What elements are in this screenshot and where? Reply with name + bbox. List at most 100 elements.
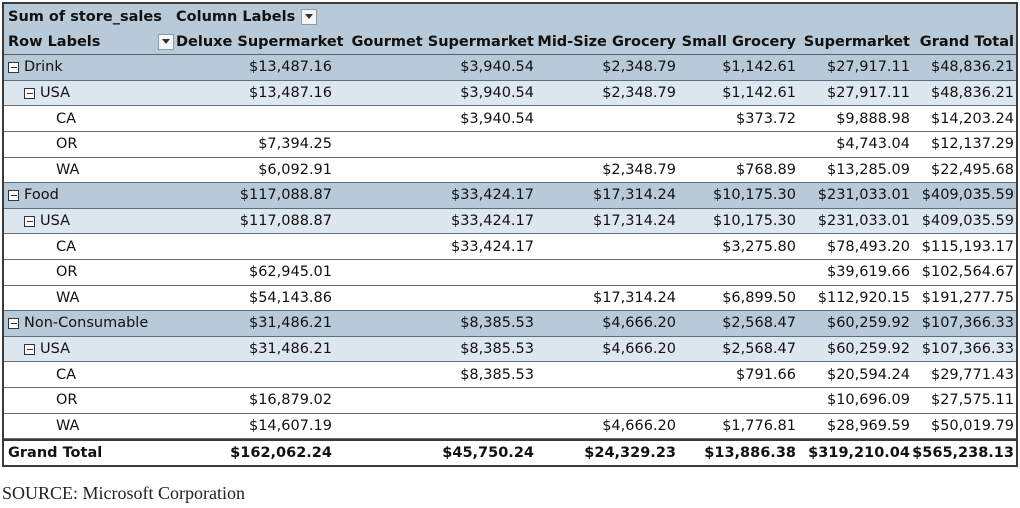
value-cell <box>678 260 796 285</box>
value-cell: $13,487.16 <box>248 85 332 102</box>
value-cell: $17,314.24 <box>592 213 676 230</box>
value-cell: $8,385.53 <box>460 366 534 383</box>
grand-total-cell: $24,329.23 <box>584 445 676 462</box>
pivot-row: WA $14,607.19 $4,666.20 $1,776.81 $28,969.59… <box>4 413 1016 440</box>
value-cell: $6,899.50 <box>722 289 796 306</box>
value-cell: $6,092.91 <box>258 161 332 178</box>
collapse-icon[interactable] <box>8 61 19 73</box>
value-cell: $33,424.17 <box>450 187 534 204</box>
pivot-row: OR $7,394.25 $4,743.04 $12,137.29 <box>4 131 1016 158</box>
row-label: OR <box>8 132 178 157</box>
pivot-row: WA $54,143.86 $17,314.24 $6,899.50 $112,920.… <box>4 285 1016 312</box>
value-cell: $12,137.29 <box>930 136 1014 153</box>
value-cell <box>176 362 332 387</box>
row-label[interactable]: USA <box>8 81 178 106</box>
value-cell <box>334 388 534 413</box>
value-cell: $33,424.17 <box>450 213 534 230</box>
row-label-text: OR <box>56 136 78 153</box>
value-cell: $3,940.54 <box>460 110 534 127</box>
value-cell <box>176 106 332 131</box>
collapse-icon[interactable] <box>8 317 19 329</box>
source-caption: SOURCE: Microsoft Corporation <box>2 483 245 503</box>
column-labels-header[interactable]: Column Labels <box>176 4 332 30</box>
value-cell: $7,394.25 <box>258 136 332 153</box>
row-label-text: Food <box>24 187 59 204</box>
row-labels-header[interactable]: Row Labels <box>8 30 174 55</box>
column-filter-dropdown-icon[interactable] <box>301 8 318 25</box>
value-cell: $78,493.20 <box>826 238 910 255</box>
value-cell <box>536 234 676 259</box>
pivot-column-header-row: Row Labels Deluxe Supermarket Gourmet Su… <box>4 29 1016 56</box>
row-filter-dropdown-icon[interactable] <box>158 33 174 50</box>
row-label[interactable]: Food <box>8 183 178 208</box>
value-cell: $373.72 <box>736 110 796 127</box>
column-header: Deluxe Supermarket <box>176 33 344 50</box>
value-cell: $29,771.43 <box>930 366 1014 383</box>
value-cell: $8,385.53 <box>460 341 534 358</box>
collapse-icon[interactable] <box>8 189 19 201</box>
value-cell: $60,259.92 <box>826 341 910 358</box>
value-cell <box>536 362 676 387</box>
pivot-row: CA $33,424.17 $3,275.80 $78,493.20 $115,193.… <box>4 234 1016 260</box>
value-cell: $231,033.01 <box>817 187 910 204</box>
collapse-icon[interactable] <box>24 343 35 355</box>
value-cell: $2,348.79 <box>602 59 676 76</box>
value-cell: $117,088.87 <box>239 187 332 204</box>
value-cell <box>334 158 534 183</box>
value-cell <box>678 388 796 413</box>
collapse-icon[interactable] <box>24 215 35 227</box>
value-cell: $768.89 <box>736 161 796 178</box>
row-label-text: CA <box>56 366 77 383</box>
pivot-row: OR $16,879.02 $10,696.09 $27,575.11 <box>4 387 1016 414</box>
value-cell: $62,945.01 <box>248 264 332 281</box>
row-label-text: CA <box>56 110 77 127</box>
value-cell <box>334 414 534 439</box>
value-cell: $4,666.20 <box>602 417 676 434</box>
row-label-text: WA <box>56 161 80 178</box>
value-cell: $14,607.19 <box>248 417 332 434</box>
value-cell <box>176 234 332 259</box>
value-cell <box>536 388 676 413</box>
value-cell: $1,142.61 <box>722 85 796 102</box>
value-cell: $107,366.33 <box>921 341 1014 358</box>
value-cell: $3,940.54 <box>460 59 534 76</box>
value-cell <box>334 260 534 285</box>
pivot-table: Sum of store_sales Column Labels Row Lab… <box>2 2 1018 468</box>
value-cell <box>536 132 676 157</box>
value-cell <box>678 132 796 157</box>
value-cell: $48,836.21 <box>930 59 1014 76</box>
row-label-text: WA <box>56 417 80 434</box>
value-cell: $33,424.17 <box>450 238 534 255</box>
value-cell: $22,495.68 <box>930 161 1014 178</box>
row-label[interactable]: Drink <box>8 55 178 80</box>
value-field-label: Sum of store_sales <box>8 8 162 25</box>
value-cell: $3,940.54 <box>460 85 534 102</box>
pivot-row: CA $3,940.54 $373.72 $9,888.98 $14,203.24 <box>4 106 1016 132</box>
value-cell: $1,142.61 <box>722 59 796 76</box>
pivot-row: Non-Consumable $31,486.21 $8,385.53 $4,666.… <box>4 311 1016 337</box>
grand-total-row: Grand Total $162,062.24 $45,750.24 $24,3… <box>4 439 1016 466</box>
value-cell: $50,019.79 <box>930 417 1014 434</box>
collapse-icon[interactable] <box>24 87 35 99</box>
column-header: Supermarket <box>803 33 910 50</box>
value-cell: $117,088.87 <box>239 213 332 230</box>
row-label[interactable]: USA <box>8 337 178 362</box>
value-cell: $2,348.79 <box>602 85 676 102</box>
value-cell: $2,568.47 <box>722 341 796 358</box>
pivot-row: USA $13,487.16 $3,940.54 $2,348.79 $1,142.61… <box>4 80 1016 107</box>
value-cell: $28,969.59 <box>826 417 910 434</box>
pivot-row: WA $6,092.91 $2,348.79 $768.89 $13,285.09 $22… <box>4 157 1016 184</box>
grand-total-label: Grand Total <box>8 445 103 462</box>
value-cell: $20,594.24 <box>826 366 910 383</box>
value-cell: $8,385.53 <box>460 315 534 332</box>
grand-total-cell: $45,750.24 <box>442 445 534 462</box>
value-cell: $3,275.80 <box>722 238 796 255</box>
row-label: OR <box>8 388 178 413</box>
row-label[interactable]: USA <box>8 209 178 234</box>
row-label[interactable]: Non-Consumable <box>8 311 178 336</box>
value-cell <box>536 106 676 131</box>
value-cell: $39,619.66 <box>826 264 910 281</box>
row-label: CA <box>8 106 178 131</box>
row-label: WA <box>8 414 178 439</box>
column-labels-text: Column Labels <box>176 8 296 25</box>
